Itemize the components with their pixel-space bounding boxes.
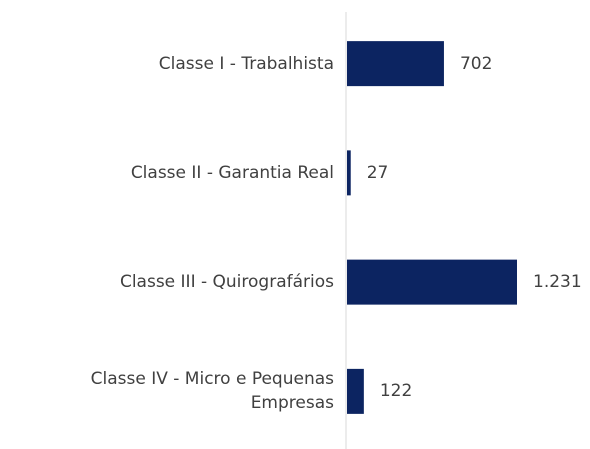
value-label: 27 xyxy=(366,162,389,183)
bar xyxy=(347,259,517,305)
category-label: Classe I - Trabalhista xyxy=(158,53,334,74)
value-label: 122 xyxy=(379,381,413,402)
value-label: 1.231 xyxy=(533,272,582,293)
bar xyxy=(347,368,364,414)
category-label: Classe IV - Micro e Pequenas Empresas xyxy=(90,369,334,414)
value-label: 702 xyxy=(459,53,493,74)
category-label: Classe II - Garantia Real xyxy=(130,162,334,183)
category-label: Classe III - Quirografários xyxy=(119,272,334,293)
bar xyxy=(347,150,351,196)
bar xyxy=(347,41,444,87)
